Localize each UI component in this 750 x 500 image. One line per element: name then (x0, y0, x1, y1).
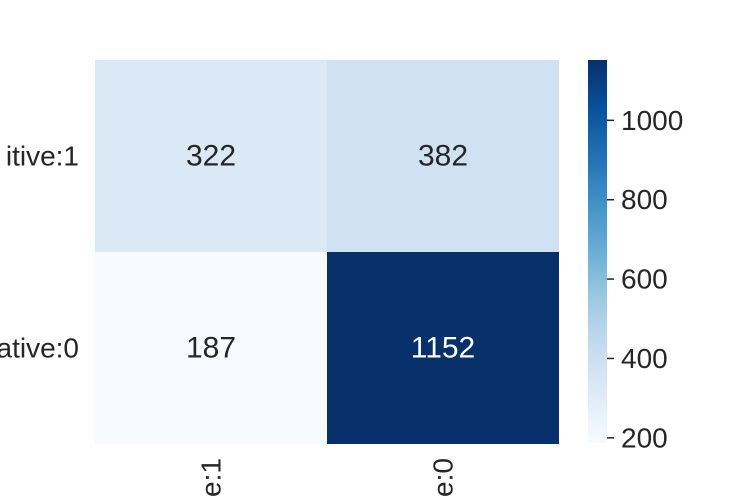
cell-value-label: 187 (186, 332, 236, 365)
row-labels: itive:1 ative:0 (0, 141, 79, 364)
colorbar-tick-label: 400 (621, 343, 668, 374)
colorbar-tick-label: 600 (621, 264, 668, 295)
column-labels: e:1 e:0 (196, 458, 459, 497)
cell-value-label: 322 (186, 140, 236, 173)
heatmap-cells: 322 382 187 1152 (95, 60, 559, 444)
colorbar-ticks: 200 400 600 800 1000 (607, 105, 683, 453)
row-label: ative:0 (0, 333, 79, 364)
heatmap-cell (95, 252, 327, 444)
heatmap-cell (327, 252, 559, 444)
colorbar-tick-label: 800 (621, 184, 668, 215)
column-label: e:0 (428, 458, 459, 497)
colorbar-tick-label: 200 (621, 422, 668, 453)
row-label: itive:1 (6, 141, 79, 172)
colorbar (588, 60, 607, 443)
cell-value-label: 382 (418, 140, 468, 173)
cell-value-label: 1152 (411, 332, 476, 365)
heatmap-cell (327, 60, 559, 252)
colorbar-tick-label: 1000 (621, 105, 683, 136)
column-label: e:1 (196, 458, 227, 497)
heatmap-cell (95, 60, 327, 252)
